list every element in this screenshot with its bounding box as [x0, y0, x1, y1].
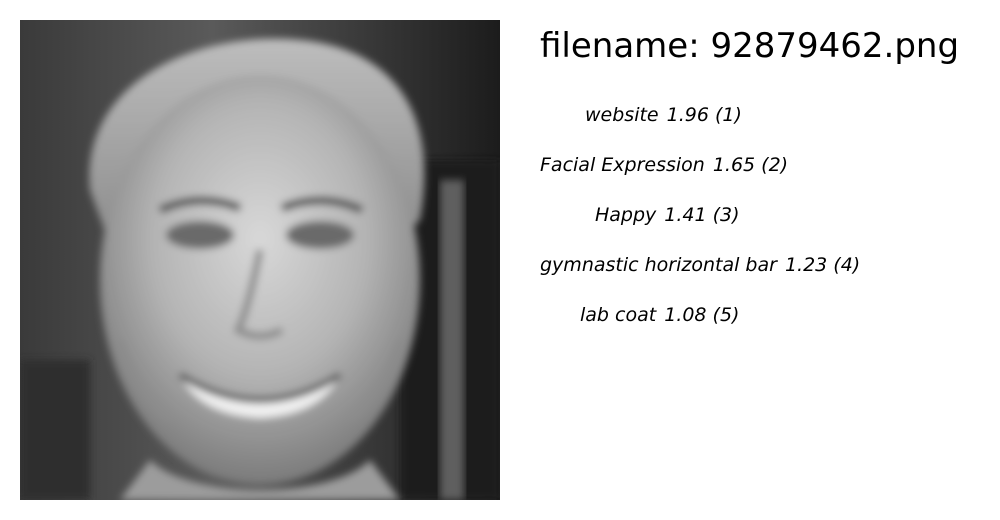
face-photo-icon: [20, 20, 500, 500]
list-item: lab coat 1.08 (5): [540, 300, 980, 350]
label-name: lab coat: [580, 304, 657, 326]
list-item: Facial Expression 1.65 (2): [540, 150, 980, 200]
label-name: Facial Expression: [540, 154, 705, 176]
list-item: Happy 1.41 (3): [540, 200, 980, 250]
label-name: gymnastic horizontal bar: [540, 254, 777, 276]
label-score: 1.65 (2): [712, 154, 789, 176]
label-name: website: [585, 104, 659, 126]
label-list: website 1.96 (1) Facial Expression 1.65 (2…: [540, 100, 980, 350]
list-item: website 1.96 (1): [540, 100, 980, 150]
face-photo: [20, 20, 500, 500]
label-score: 1.96 (1): [666, 104, 742, 126]
label-score: 1.08 (5): [664, 304, 740, 326]
list-item: gymnastic horizontal bar 1.23 (4): [540, 250, 980, 300]
label-score: 1.23 (4): [784, 254, 861, 276]
filename-title: filename: 92879462.png: [540, 26, 960, 66]
label-name: Happy: [595, 204, 657, 226]
label-score: 1.41 (3): [664, 204, 740, 226]
